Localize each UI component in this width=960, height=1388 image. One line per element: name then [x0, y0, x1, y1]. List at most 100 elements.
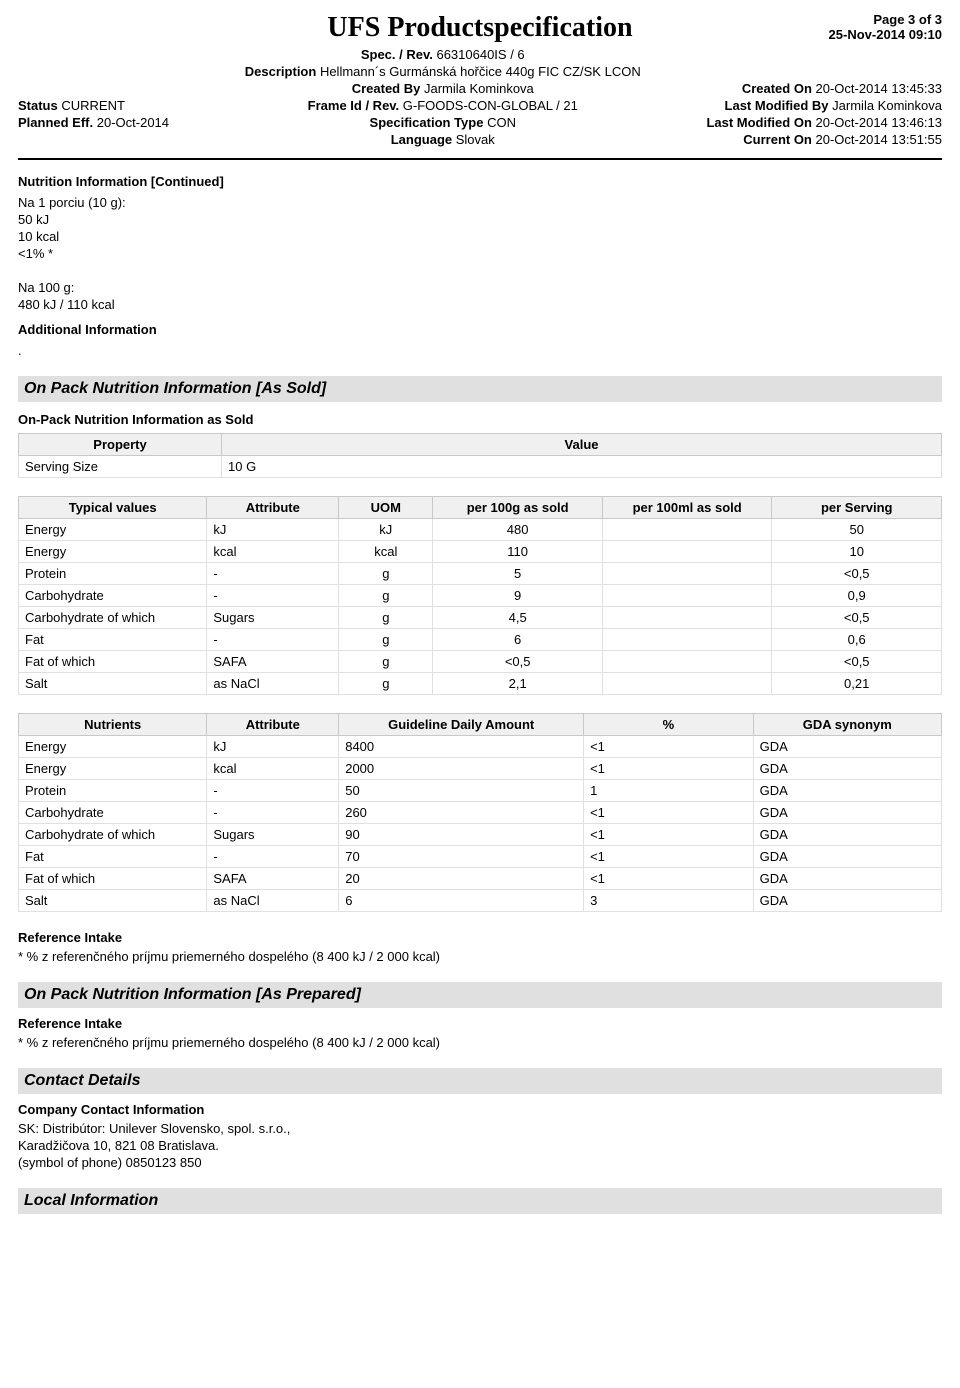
- table-cell: 2000: [339, 758, 584, 780]
- table-cell: [602, 651, 772, 673]
- table-cell: 20: [339, 868, 584, 890]
- table-cell: as NaCl: [207, 673, 339, 695]
- page-meta: Page 3 of 3 25-Nov-2014 09:10: [829, 12, 942, 42]
- table-cell: kcal: [339, 541, 433, 563]
- table-cell: SAFA: [207, 651, 339, 673]
- typical-col-header: per 100g as sold: [433, 497, 603, 519]
- generated-datetime: 25-Nov-2014 09:10: [829, 27, 942, 42]
- table-cell: [602, 519, 772, 541]
- table-cell: Energy: [19, 758, 207, 780]
- table-row: Fat-70<1GDA: [19, 846, 942, 868]
- table-cell: 0,6: [772, 629, 942, 651]
- table-cell: -: [207, 629, 339, 651]
- table-cell: <1: [584, 802, 754, 824]
- table-row: Fat of whichSAFA20<1GDA: [19, 868, 942, 890]
- contact-line: SK: Distribútor: Unilever Slovensko, spo…: [18, 1121, 942, 1136]
- table-cell: <1: [584, 868, 754, 890]
- table-cell: GDA: [753, 758, 941, 780]
- table-cell: Sugars: [207, 824, 339, 846]
- table-cell: 3: [584, 890, 754, 912]
- table-cell: [602, 541, 772, 563]
- nutrition-line: 50 kJ: [18, 212, 942, 227]
- table-cell: g: [339, 651, 433, 673]
- table-cell: g: [339, 673, 433, 695]
- typical-col-header: per 100ml as sold: [602, 497, 772, 519]
- gda-col-header: Guideline Daily Amount: [339, 714, 584, 736]
- table-cell: GDA: [753, 780, 941, 802]
- table-cell: 1: [584, 780, 754, 802]
- page-title: UFS Productspecification: [18, 12, 942, 44]
- table-cell: Energy: [19, 519, 207, 541]
- table-cell: Protein: [19, 780, 207, 802]
- table-cell: 50: [772, 519, 942, 541]
- nutrition-continued-heading: Nutrition Information [Continued]: [18, 174, 942, 189]
- table-cell: kJ: [207, 519, 339, 541]
- table-cell: <0,5: [433, 651, 603, 673]
- table-cell: <0,5: [772, 563, 942, 585]
- table-cell: <0,5: [772, 607, 942, 629]
- language-value: Slovak: [456, 132, 495, 147]
- table-row: Fat-g60,6: [19, 629, 942, 651]
- table-cell: 6: [433, 629, 603, 651]
- additional-info-text: .: [18, 343, 942, 358]
- table-cell: <1: [584, 846, 754, 868]
- table-row: Carbohydrate-g90,9: [19, 585, 942, 607]
- table-cell: kcal: [207, 541, 339, 563]
- table-cell: Salt: [19, 673, 207, 695]
- table-cell: [602, 563, 772, 585]
- table-cell: Fat of which: [19, 651, 207, 673]
- contact-body: SK: Distribútor: Unilever Slovensko, spo…: [18, 1121, 942, 1170]
- table-cell: 260: [339, 802, 584, 824]
- table-cell: as NaCl: [207, 890, 339, 912]
- last-mod-on-value: 20-Oct-2014 13:46:13: [816, 115, 942, 130]
- nutrition-continued-body: Na 1 porciu (10 g):50 kJ10 kcal<1% * Na …: [18, 195, 942, 312]
- as-sold-subheading: On-Pack Nutrition Information as Sold: [18, 412, 942, 427]
- last-mod-by-value: Jarmila Kominkova: [832, 98, 942, 113]
- page-number: Page 3 of 3: [829, 12, 942, 27]
- status-label: Status: [18, 98, 58, 113]
- table-cell: g: [339, 629, 433, 651]
- last-mod-on-label: Last Modified On: [706, 115, 811, 130]
- table-cell: [602, 629, 772, 651]
- language-label: Language: [391, 132, 452, 147]
- spec-type-label: Specification Type: [370, 115, 484, 130]
- table-cell: -: [207, 585, 339, 607]
- table-cell: <1: [584, 758, 754, 780]
- table-cell: Carbohydrate of which: [19, 824, 207, 846]
- table-cell: -: [207, 780, 339, 802]
- table-row: Fat of whichSAFAg<0,5<0,5: [19, 651, 942, 673]
- table-row: Serving Size 10 G: [19, 456, 942, 478]
- table-cell: Energy: [19, 736, 207, 758]
- serving-size-table: Property Value Serving Size 10 G: [18, 433, 942, 478]
- current-on-label: Current On: [743, 132, 812, 147]
- as-prepared-banner: On Pack Nutrition Information [As Prepar…: [18, 982, 942, 1008]
- table-cell: 50: [339, 780, 584, 802]
- table-cell: 5: [433, 563, 603, 585]
- spec-rev-label: Spec. / Rev.: [361, 47, 433, 62]
- table-cell: 4,5: [433, 607, 603, 629]
- table-cell: Carbohydrate: [19, 802, 207, 824]
- status-value: CURRENT: [61, 98, 125, 113]
- table-cell: 8400: [339, 736, 584, 758]
- table-row: EnergykJ8400<1GDA: [19, 736, 942, 758]
- table-row: Carbohydrate of whichSugars90<1GDA: [19, 824, 942, 846]
- serving-val: 10 G: [222, 456, 942, 478]
- table-cell: 6: [339, 890, 584, 912]
- table-cell: <1: [584, 824, 754, 846]
- table-row: EnergykJkJ48050: [19, 519, 942, 541]
- table-cell: 0,21: [772, 673, 942, 695]
- table-cell: g: [339, 607, 433, 629]
- table-cell: -: [207, 563, 339, 585]
- table-cell: Fat: [19, 846, 207, 868]
- table-cell: 110: [433, 541, 603, 563]
- contact-line: Karadžičova 10, 821 08 Bratislava.: [18, 1138, 942, 1153]
- current-on-value: 20-Oct-2014 13:51:55: [816, 132, 942, 147]
- table-row: Carbohydrate of whichSugarsg4,5<0,5: [19, 607, 942, 629]
- contact-line: (symbol of phone) 0850123 850: [18, 1155, 942, 1170]
- serving-prop: Serving Size: [19, 456, 222, 478]
- table-row: Energykcal2000<1GDA: [19, 758, 942, 780]
- serving-col-property: Property: [19, 434, 222, 456]
- frame-id-label: Frame Id / Rev.: [308, 98, 400, 113]
- ref-intake-heading-prep: Reference Intake: [18, 1016, 942, 1031]
- description-label: Description: [245, 64, 317, 79]
